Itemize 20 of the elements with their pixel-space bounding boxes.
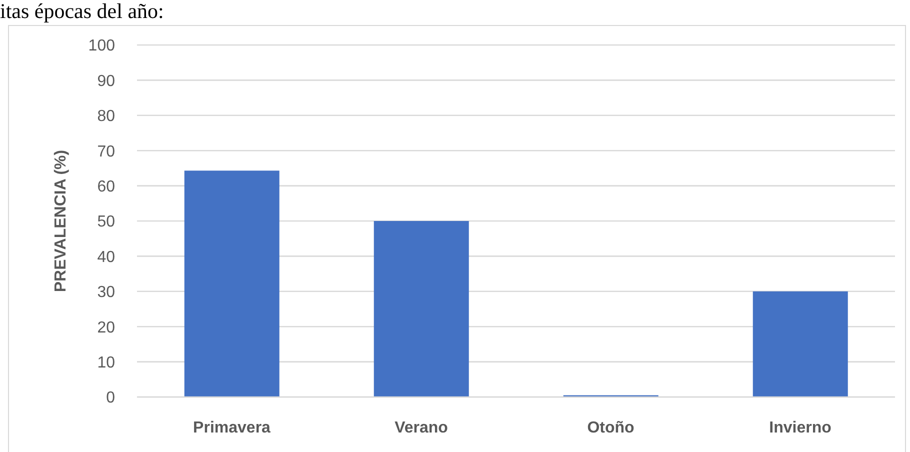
y-tick-label: 100 xyxy=(88,38,116,55)
x-tick-label: Otoño xyxy=(587,419,635,436)
y-tick-label: 90 xyxy=(97,72,116,90)
y-tick-label: 80 xyxy=(97,108,116,126)
y-tick-label: 30 xyxy=(97,284,116,302)
y-tick-label: 0 xyxy=(106,390,116,407)
y-tick-label: 60 xyxy=(97,178,116,196)
text: itas épocas del año: xyxy=(0,0,164,23)
bar xyxy=(374,221,469,397)
y-tick-label: 10 xyxy=(97,354,116,372)
x-tick-label: Invierno xyxy=(769,419,832,436)
y-tick-label: 70 xyxy=(97,143,116,160)
y-tick-label: 20 xyxy=(97,319,116,336)
x-tick-label: Primavera xyxy=(193,419,271,436)
y-axis-title: PREVALENCIA (%) xyxy=(52,150,70,292)
bar xyxy=(184,170,280,397)
x-tick-label: Verano xyxy=(394,419,448,436)
y-tick-label: 40 xyxy=(97,248,116,266)
bar xyxy=(752,291,848,397)
y-tick-label: 50 xyxy=(97,214,116,231)
